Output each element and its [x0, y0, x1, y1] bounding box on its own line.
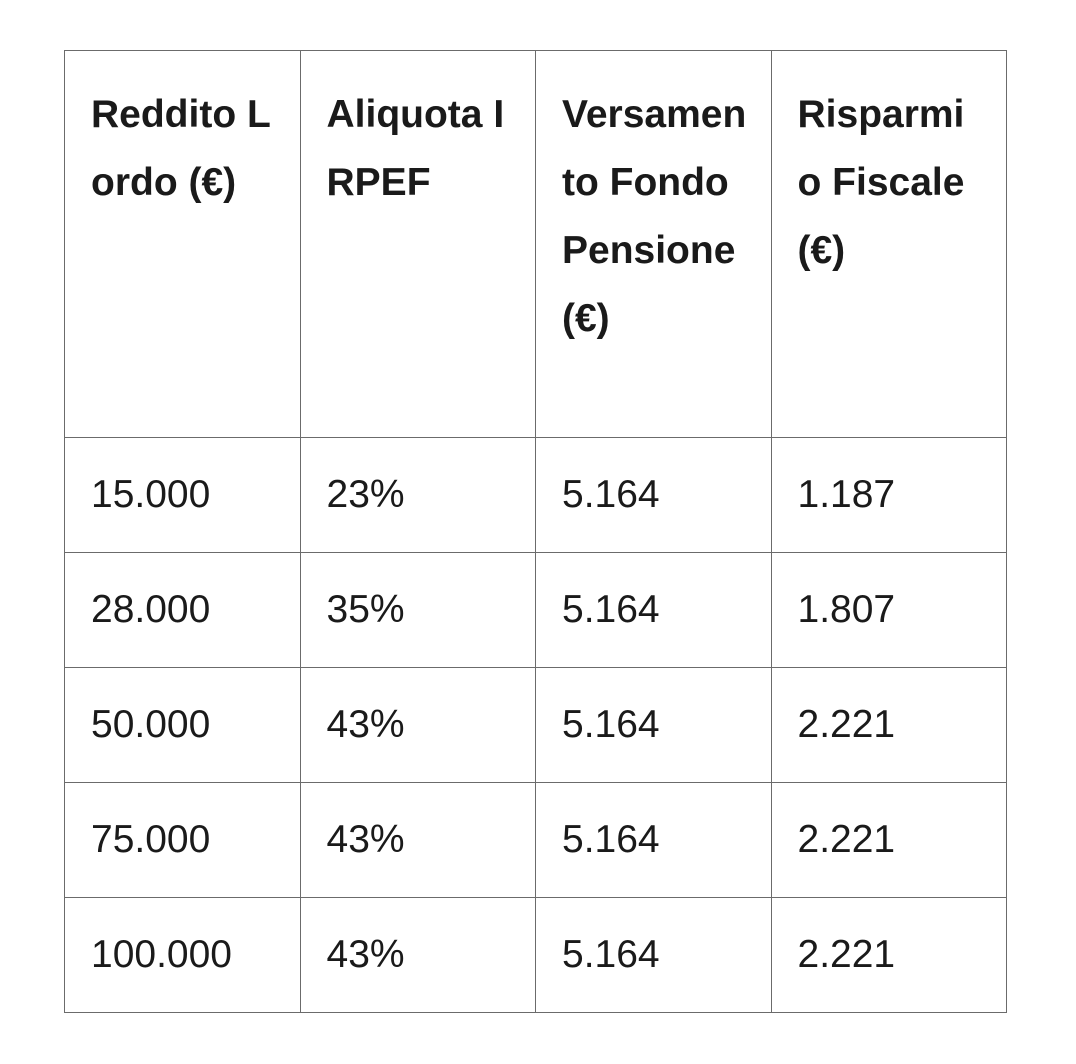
- table-cell: 2.221: [770, 667, 1007, 783]
- table-cell: 5.164: [535, 437, 772, 553]
- table-cell: 43%: [299, 782, 536, 898]
- table-cell: 5.164: [535, 552, 772, 668]
- table-row: 75.000 43% 5.164 2.221: [64, 782, 1007, 898]
- table-cell: 43%: [299, 667, 536, 783]
- table-cell: 75.000: [64, 782, 301, 898]
- table-row: 50.000 43% 5.164 2.221: [64, 667, 1007, 783]
- header-cell: Versamento Fondo Pensione (€): [535, 50, 772, 438]
- table-cell: 15.000: [64, 437, 301, 553]
- header-cell: Aliquota IRPEF: [299, 50, 536, 438]
- table-body: 15.000 23% 5.164 1.187 28.000 35% 5.164 1.807 50…: [64, 437, 1007, 1013]
- table-row: 15.000 23% 5.164 1.187: [64, 437, 1007, 553]
- table-cell: 2.221: [770, 897, 1007, 1013]
- table-cell: 100.000: [64, 897, 301, 1013]
- table-row: 28.000 35% 5.164 1.807: [64, 552, 1007, 668]
- table-cell: 50.000: [64, 667, 301, 783]
- header-cell: Risparmio Fiscale (€): [770, 50, 1007, 438]
- table-cell: 5.164: [535, 897, 772, 1013]
- table-cell: 23%: [299, 437, 536, 553]
- table-cell: 5.164: [535, 782, 772, 898]
- header-cell: Reddito Lordo (€): [64, 50, 301, 438]
- table-row: 100.000 43% 5.164 2.221: [64, 897, 1007, 1013]
- table-header: Reddito Lordo (€) Aliquota IRPEF Versament…: [64, 50, 1007, 438]
- table-cell: 43%: [299, 897, 536, 1013]
- table-cell: 1.807: [770, 552, 1007, 668]
- table-cell: 35%: [299, 552, 536, 668]
- header-row: Reddito Lordo (€) Aliquota IRPEF Versament…: [64, 50, 1007, 438]
- table-cell: 28.000: [64, 552, 301, 668]
- table-cell: 5.164: [535, 667, 772, 783]
- table-cell: 1.187: [770, 437, 1007, 553]
- data-table: Reddito Lordo (€) Aliquota IRPEF Versament…: [64, 50, 1007, 1013]
- table-cell: 2.221: [770, 782, 1007, 898]
